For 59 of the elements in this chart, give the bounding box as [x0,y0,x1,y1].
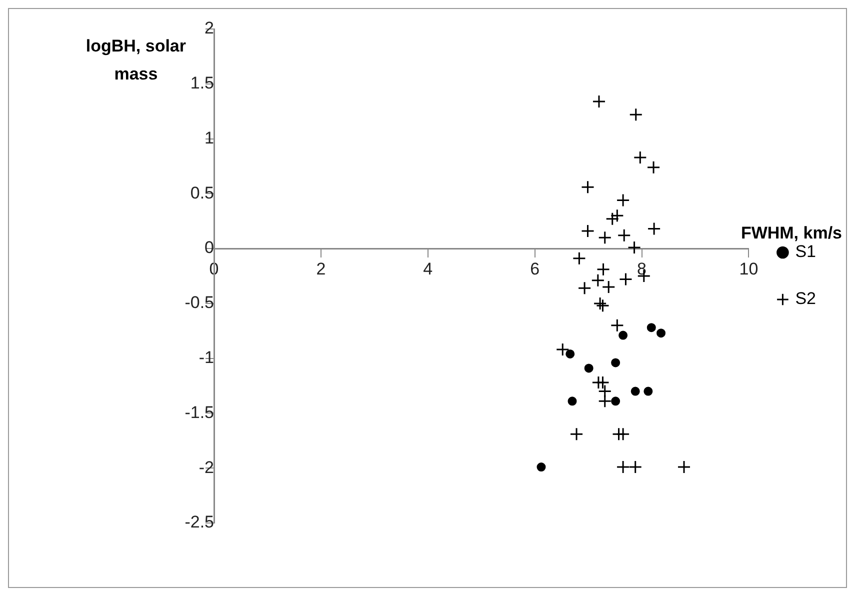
y-tick-label: 1 [204,128,214,148]
point [536,462,546,472]
point [629,108,643,122]
point [596,376,610,390]
point [618,272,632,286]
point [598,394,612,408]
point [611,396,620,406]
point [610,318,624,332]
point [647,222,661,236]
point [617,228,631,242]
y-tick-label: 0 [204,238,214,258]
point [633,150,647,164]
point [646,323,656,332]
x-tick-label: 2 [316,259,326,278]
y-tick-label: -1.5 [184,402,214,422]
point [610,208,624,222]
point [584,364,594,373]
point [596,262,610,276]
x-tick-label: 6 [530,259,540,278]
point [616,427,630,441]
y-tick-label: -1 [198,348,214,368]
y-tick-label: 0.5 [190,183,214,202]
point [646,160,660,174]
y-tick-label: 1.5 [190,74,214,93]
point [572,252,586,266]
point [677,460,691,474]
point [611,358,620,368]
point [628,460,642,474]
y-tick-label: -2 [198,458,214,477]
point [581,180,595,194]
point [566,349,575,358]
x-axis-title: FWHM, km/s [740,224,842,243]
point [596,298,610,312]
point [593,296,607,310]
y-axis-title: logBH, solar mass [86,36,186,84]
x-tick-label: 4 [423,259,433,278]
y-tick-label: 2 [204,18,214,38]
point [591,274,605,288]
point [578,281,592,295]
point [592,94,606,108]
point [570,427,584,441]
point [644,386,653,396]
y-tick-label: -0.5 [184,293,214,312]
point [598,230,612,244]
point [602,280,616,294]
point [556,342,570,356]
x-tick-label: 10 [739,259,758,278]
legend-label: S2 [795,289,816,308]
point [606,212,620,226]
point [581,224,595,238]
point [616,460,630,474]
y-tick-label: -2.5 [184,512,214,532]
point [568,396,577,406]
point [616,194,630,208]
point [628,240,642,254]
point [630,386,640,396]
point [656,328,666,338]
point [618,330,628,340]
legend-label: S1 [795,242,816,262]
